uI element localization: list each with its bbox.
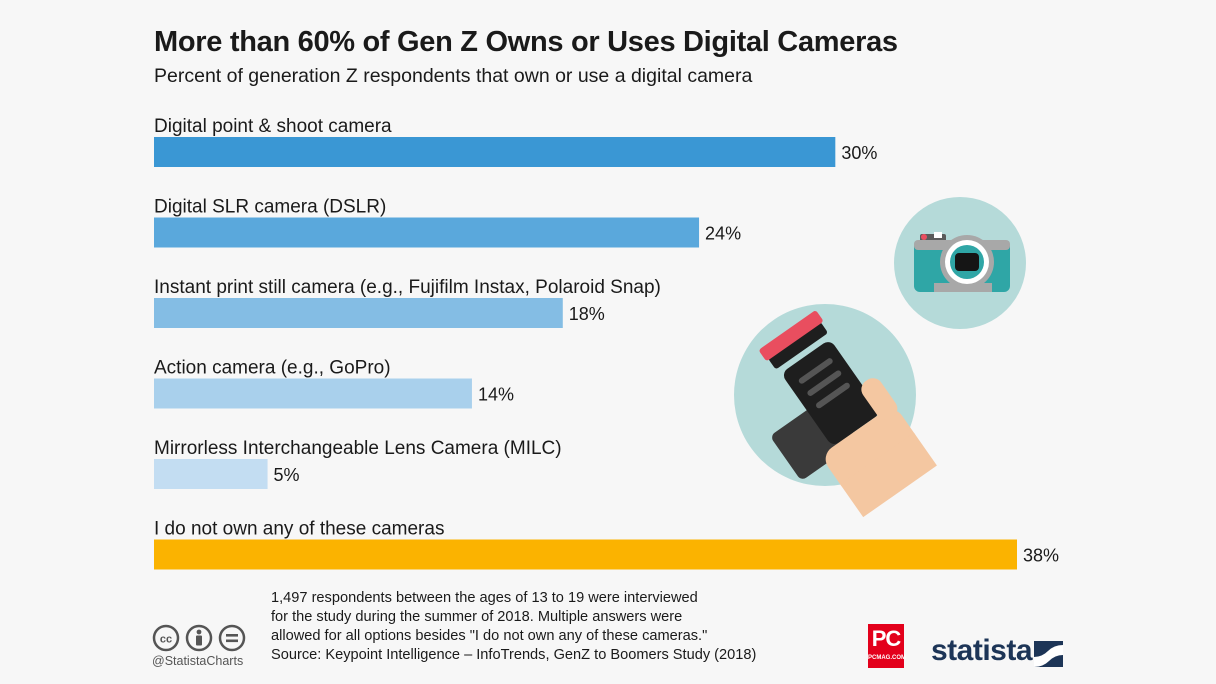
value-label: 18% — [569, 304, 605, 324]
value-label: 5% — [274, 465, 300, 485]
bar — [154, 137, 836, 167]
chart-subtitle: Percent of generation Z respondents that… — [154, 65, 753, 87]
cc-icon: cc — [152, 624, 180, 652]
value-label: 14% — [478, 385, 514, 405]
license-icons: cc — [152, 624, 246, 652]
pcmag-logo-text: PC — [871, 626, 902, 651]
source-line: Source: Keypoint Intelligence – InfoTren… — [271, 647, 757, 663]
note-line: for the study during the summer of 2018.… — [271, 609, 683, 625]
pcmag-logo-subtext: PCMAG.COM — [868, 655, 906, 661]
category-label: Instant print still camera (e.g., Fujifi… — [154, 277, 661, 298]
bar — [154, 217, 700, 248]
note-line: allowed for all options besides "I do no… — [271, 628, 708, 644]
bar — [154, 459, 268, 489]
statista-handle: @StatistaCharts — [152, 654, 244, 668]
value-label: 24% — [705, 224, 741, 244]
attribution-icon — [185, 624, 213, 652]
category-label: Action camera (e.g., GoPro) — [154, 358, 391, 379]
statista-logo: statista — [931, 634, 1033, 667]
bar — [154, 378, 472, 409]
methodology-note: 1,497 respondents between the ages of 13… — [271, 589, 791, 665]
bars-group: Digital point & shoot camera 30% Digital S… — [154, 116, 1059, 570]
category-label: Mirrorless Interchangeable Lens Camera (… — [154, 438, 562, 459]
hand-holding-dslr-icon — [734, 304, 937, 518]
compact-camera-icon — [894, 197, 1026, 329]
category-label: Digital SLR camera (DSLR) — [154, 197, 386, 218]
bar — [154, 298, 563, 328]
no-derivatives-icon — [218, 624, 246, 652]
note-line: 1,497 respondents between the ages of 13… — [271, 590, 698, 606]
chart-title: More than 60% of Gen Z Owns or Uses Digi… — [154, 26, 898, 58]
value-label: 30% — [841, 143, 877, 163]
statista-mark-icon — [1034, 641, 1063, 667]
category-label: I do not own any of these cameras — [154, 519, 444, 540]
bar-chart: Digital point & shoot camera 30% Digital S… — [154, 116, 1059, 570]
value-label: 38% — [1023, 546, 1059, 566]
pcmag-logo: PC PCMAG.COM — [868, 624, 906, 668]
category-label: Digital point & shoot camera — [154, 116, 392, 137]
bar — [154, 539, 1017, 570]
svg-text:cc: cc — [160, 634, 172, 646]
